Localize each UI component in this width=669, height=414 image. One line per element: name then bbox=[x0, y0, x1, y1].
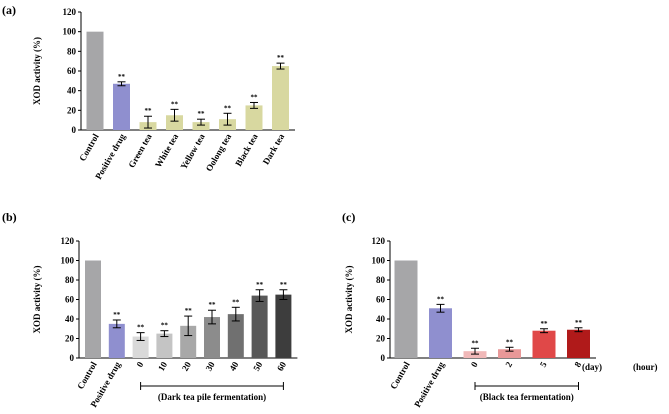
bar bbox=[204, 317, 220, 358]
panel-c-bar-chart: (c)XOD activity (%)020406080100120Contro… bbox=[342, 210, 658, 409]
bar bbox=[113, 83, 130, 130]
y-tick-label: 80 bbox=[67, 46, 77, 56]
bar bbox=[275, 294, 292, 358]
y-tick-label: 40 bbox=[376, 314, 386, 324]
y-tick-label: 40 bbox=[67, 86, 77, 96]
bar bbox=[498, 349, 521, 358]
y-tick-label: 120 bbox=[372, 236, 386, 246]
significance-label: ** bbox=[198, 110, 206, 118]
x-tick-label: 5 bbox=[538, 360, 549, 369]
x-unit-label: (day) bbox=[582, 362, 602, 372]
x-tick-label: Control bbox=[77, 132, 101, 163]
y-tick-label: 100 bbox=[63, 27, 77, 37]
x-tick-label: Dark tea bbox=[261, 132, 287, 167]
x-tick-label: 2 bbox=[503, 360, 514, 369]
y-tick-label: 0 bbox=[72, 125, 77, 135]
panel-label: (b) bbox=[2, 210, 17, 224]
y-tick-label: 100 bbox=[372, 256, 386, 266]
significance-label: ** bbox=[437, 295, 445, 303]
x-tick-label: 60 bbox=[275, 360, 288, 373]
panel-label: (c) bbox=[342, 210, 355, 224]
y-tick-label: 40 bbox=[65, 314, 75, 324]
bar bbox=[85, 260, 101, 358]
panel-b-bar-chart: (b)XOD activity (%)020406080100120Contro… bbox=[2, 210, 602, 409]
significance-label: ** bbox=[575, 319, 583, 327]
y-axis-label: XOD activity (%) bbox=[32, 37, 42, 105]
bar bbox=[429, 308, 452, 358]
significance-label: ** bbox=[232, 298, 240, 306]
y-tick-label: 60 bbox=[376, 295, 386, 305]
group-label: (Black tea fermentation) bbox=[480, 392, 574, 402]
bar bbox=[567, 329, 590, 358]
bar bbox=[272, 66, 289, 130]
bar bbox=[86, 31, 104, 131]
bar bbox=[394, 260, 418, 358]
y-tick-label: 20 bbox=[67, 105, 77, 115]
y-tick-label: 0 bbox=[381, 353, 386, 363]
bar bbox=[227, 314, 244, 358]
y-tick-label: 20 bbox=[65, 334, 75, 344]
significance-label: ** bbox=[137, 324, 145, 332]
bar bbox=[532, 330, 556, 358]
significance-label: ** bbox=[280, 281, 288, 289]
bar bbox=[180, 325, 197, 358]
y-tick-label: 60 bbox=[67, 66, 77, 76]
x-tick-label: Yellow tea bbox=[178, 132, 207, 171]
y-tick-label: 120 bbox=[61, 236, 75, 246]
bar bbox=[166, 115, 183, 130]
panel-label: (a) bbox=[2, 3, 16, 17]
significance-label: ** bbox=[161, 322, 169, 330]
x-tick-label: Control bbox=[388, 360, 412, 391]
x-tick-label: 10 bbox=[156, 360, 169, 373]
significance-label: ** bbox=[224, 104, 232, 112]
x-tick-label: 0 bbox=[469, 360, 480, 369]
x-tick-label: Control bbox=[75, 360, 99, 391]
bar bbox=[245, 105, 263, 130]
significance-label: ** bbox=[171, 100, 179, 108]
y-axis-label: XOD activity (%) bbox=[32, 266, 42, 334]
significance-label: ** bbox=[251, 93, 259, 101]
significance-label: ** bbox=[185, 307, 193, 315]
significance-label: ** bbox=[256, 281, 264, 289]
significance-label: ** bbox=[277, 54, 285, 62]
bar bbox=[132, 336, 149, 358]
x-unit-label: (hour) bbox=[633, 362, 658, 372]
significance-label: ** bbox=[472, 339, 480, 347]
x-tick-label: 50 bbox=[251, 360, 264, 373]
y-tick-label: 60 bbox=[65, 295, 75, 305]
y-tick-label: 0 bbox=[70, 353, 75, 363]
x-tick-label: 30 bbox=[204, 360, 217, 373]
x-tick-label: Black tea bbox=[233, 132, 260, 168]
bar bbox=[108, 323, 125, 358]
significance-label: ** bbox=[118, 73, 126, 81]
y-tick-label: 80 bbox=[376, 275, 386, 285]
y-tick-label: 80 bbox=[65, 275, 75, 285]
y-tick-label: 20 bbox=[376, 334, 386, 344]
significance-label: ** bbox=[541, 320, 549, 328]
bar bbox=[156, 333, 173, 358]
x-tick-label: White tea bbox=[153, 132, 181, 170]
x-tick-label: Positive drug bbox=[412, 360, 446, 409]
x-tick-label: 40 bbox=[227, 360, 240, 373]
x-tick-label: 20 bbox=[180, 360, 193, 373]
y-tick-label: 100 bbox=[61, 256, 75, 266]
bar bbox=[192, 122, 210, 130]
significance-label: ** bbox=[145, 107, 153, 115]
bar bbox=[251, 295, 268, 358]
significance-label: ** bbox=[209, 301, 217, 309]
x-tick-label: Oolong tea bbox=[204, 132, 234, 174]
x-tick-label: 8 bbox=[572, 360, 583, 369]
x-tick-label: 0 bbox=[134, 360, 145, 369]
y-tick-label: 120 bbox=[63, 7, 77, 17]
y-axis-label: XOD activity (%) bbox=[344, 266, 354, 334]
significance-label: ** bbox=[506, 338, 514, 346]
significance-label: ** bbox=[113, 311, 121, 319]
panel-a-bar-chart: (a) XOD activity (%) 0 20 40 60 80 100 120 Contro… bbox=[2, 3, 295, 181]
group-label: (Dark tea pile fermentation) bbox=[158, 392, 266, 402]
x-tick-label: Green tea bbox=[126, 132, 154, 170]
